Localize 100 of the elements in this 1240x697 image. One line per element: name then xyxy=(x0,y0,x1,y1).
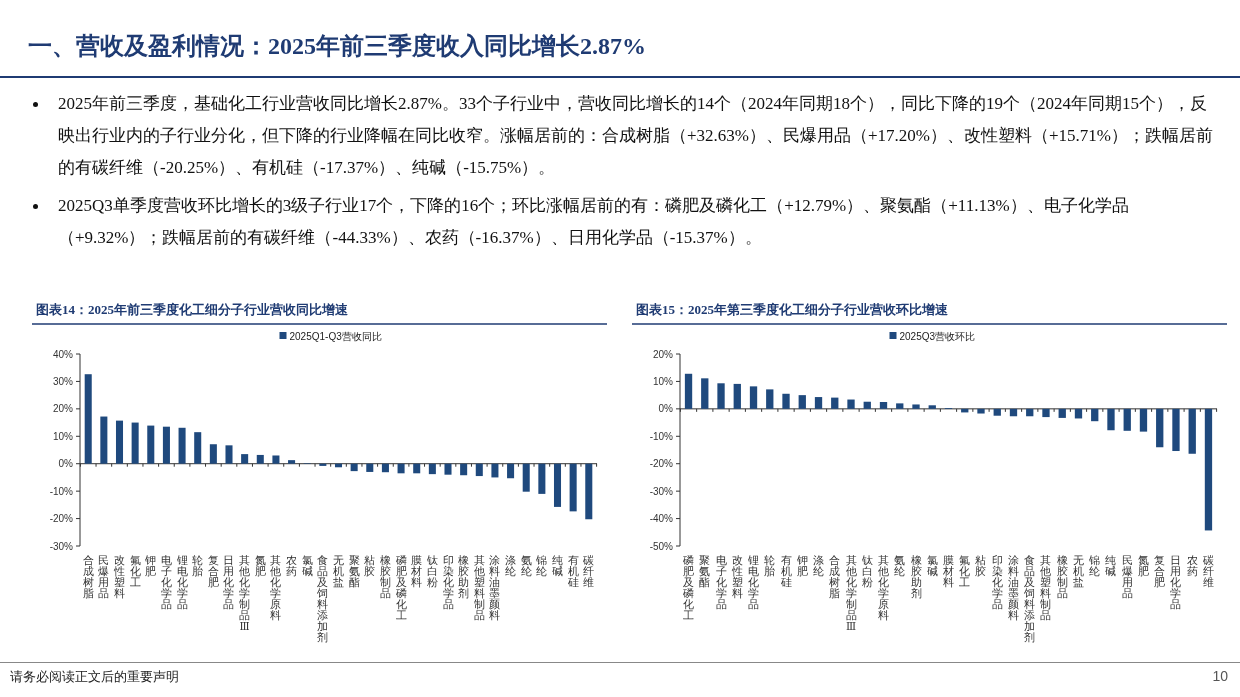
bar xyxy=(1026,408,1034,417)
bar xyxy=(684,373,693,409)
bar xyxy=(256,454,264,464)
bar xyxy=(928,405,936,409)
x-tick-label: 橡胶助剂 xyxy=(458,555,470,599)
bar xyxy=(381,463,389,473)
text: 请务必阅读正文后的重要声明 xyxy=(10,668,179,686)
x-tick-label: 轮胎 xyxy=(192,555,204,577)
y-tick-label: -20% xyxy=(49,513,74,525)
bar xyxy=(766,389,774,409)
bar xyxy=(1123,408,1131,431)
bar xyxy=(896,403,904,409)
text: 一、营收及盈利情况：2025年前三季度收入同比增长2.87% xyxy=(28,32,646,61)
bar xyxy=(272,455,280,464)
y-tick-label: 10% xyxy=(52,430,74,442)
bar xyxy=(319,463,327,466)
x-tick-label: 有机硅 xyxy=(566,555,579,588)
x-tick-label: 粘胶 xyxy=(364,555,376,577)
bar xyxy=(209,444,217,464)
x-tick-label: 无机盐 xyxy=(1072,555,1084,588)
y-tick-label: -50% xyxy=(649,540,674,552)
bar xyxy=(831,397,839,409)
legend-label: 2025Q3营收环比 xyxy=(899,330,976,342)
bar xyxy=(225,445,233,464)
x-tick-label: 钾肥 xyxy=(144,555,157,577)
x-tick-label: 民爆用品 xyxy=(98,555,110,599)
x-tick-label: 锦纶 xyxy=(1088,555,1101,577)
y-tick-label: -20% xyxy=(649,458,674,470)
y-tick-label: -40% xyxy=(649,513,674,525)
x-tick-label: 粘胶 xyxy=(975,555,987,577)
bar xyxy=(701,378,709,409)
x-tick-label: 橡胶制品 xyxy=(1056,555,1068,599)
x-tick-label: 氟化工 xyxy=(959,555,971,588)
x-tick-label: 聚氨酯 xyxy=(699,555,711,588)
x-tick-label: 日用化学品 xyxy=(223,555,235,610)
x-tick-label: 复合肥 xyxy=(1154,555,1166,588)
x-tick-label: 其他塑料制品 xyxy=(473,554,485,621)
x-tick-label: 氨纶 xyxy=(894,555,906,577)
bar xyxy=(847,399,855,409)
bar xyxy=(1058,408,1066,418)
x-tick-label: 农药 xyxy=(286,555,298,577)
x-tick-label: 纯碱 xyxy=(1105,555,1117,577)
bar xyxy=(749,386,758,409)
x-tick-label: 涤纶 xyxy=(505,555,517,577)
bar xyxy=(798,395,806,409)
bar xyxy=(1107,408,1115,431)
bar xyxy=(1156,408,1164,448)
bar xyxy=(553,463,562,507)
x-tick-label: 印染化学品 xyxy=(442,554,454,610)
bar xyxy=(782,393,790,409)
bar xyxy=(147,425,155,464)
x-tick-label: 磷肥及磷化工 xyxy=(682,554,695,621)
x-tick-label: 涂料油墨颜料 xyxy=(489,555,501,621)
y-tick-label: 0% xyxy=(58,458,74,470)
bar xyxy=(912,404,920,409)
y-tick-label: 30% xyxy=(52,375,74,387)
bar xyxy=(1074,408,1083,419)
bar xyxy=(241,454,249,464)
x-tick-label: 其他化学原料 xyxy=(878,554,890,621)
x-tick-label: 膜材料 xyxy=(410,555,423,588)
x-tick-label: 锂电化学品 xyxy=(175,555,188,610)
bar xyxy=(397,463,405,474)
y-tick-label: -30% xyxy=(649,485,674,497)
x-tick-label: 农药 xyxy=(1186,555,1198,577)
bar xyxy=(1204,408,1213,531)
bar xyxy=(1009,408,1018,417)
bar xyxy=(84,374,92,464)
bar xyxy=(879,402,888,409)
y-tick-label: 0% xyxy=(658,403,674,415)
x-tick-label: 轮胎 xyxy=(764,555,776,577)
bar xyxy=(460,463,468,476)
y-tick-label: -10% xyxy=(649,430,674,442)
bar xyxy=(977,408,985,414)
x-tick-label: 钛白粉 xyxy=(860,555,873,588)
y-tick-label: 20% xyxy=(652,348,674,360)
chart-title: 图表15：2025年第三季度化工细分子行业营收环比增速 xyxy=(636,302,949,317)
x-tick-label: 氨纶 xyxy=(520,555,532,577)
y-tick-label: -30% xyxy=(49,540,74,552)
bar xyxy=(194,432,202,464)
legend-label: 2025Q1-Q3营收同比 xyxy=(289,330,382,342)
bar xyxy=(717,383,725,409)
x-tick-label: 碳纤维 xyxy=(1201,555,1214,588)
x-tick-label: 钛白粉 xyxy=(425,555,438,588)
y-tick-label: 40% xyxy=(52,348,74,360)
x-tick-label: 纯碱 xyxy=(552,555,563,577)
x-tick-label: 复合肥 xyxy=(207,555,219,588)
x-tick-label: 其他塑料制品 xyxy=(1040,554,1052,621)
bar xyxy=(569,463,577,512)
bar xyxy=(1139,408,1148,432)
x-tick-label: 电子化学品 xyxy=(160,554,172,610)
x-tick-label: 食品及饲料添加剂 xyxy=(316,555,329,643)
bar xyxy=(1172,408,1180,452)
x-tick-label: 涤纶 xyxy=(813,555,825,577)
bar xyxy=(350,463,358,472)
bar xyxy=(993,408,1001,416)
bar xyxy=(475,463,483,477)
x-tick-label: 碳纤维 xyxy=(582,555,595,588)
x-tick-label: 合成树脂 xyxy=(82,554,94,599)
y-tick-label: 10% xyxy=(652,375,674,387)
x-tick-label: 氮肥 xyxy=(1137,555,1149,577)
